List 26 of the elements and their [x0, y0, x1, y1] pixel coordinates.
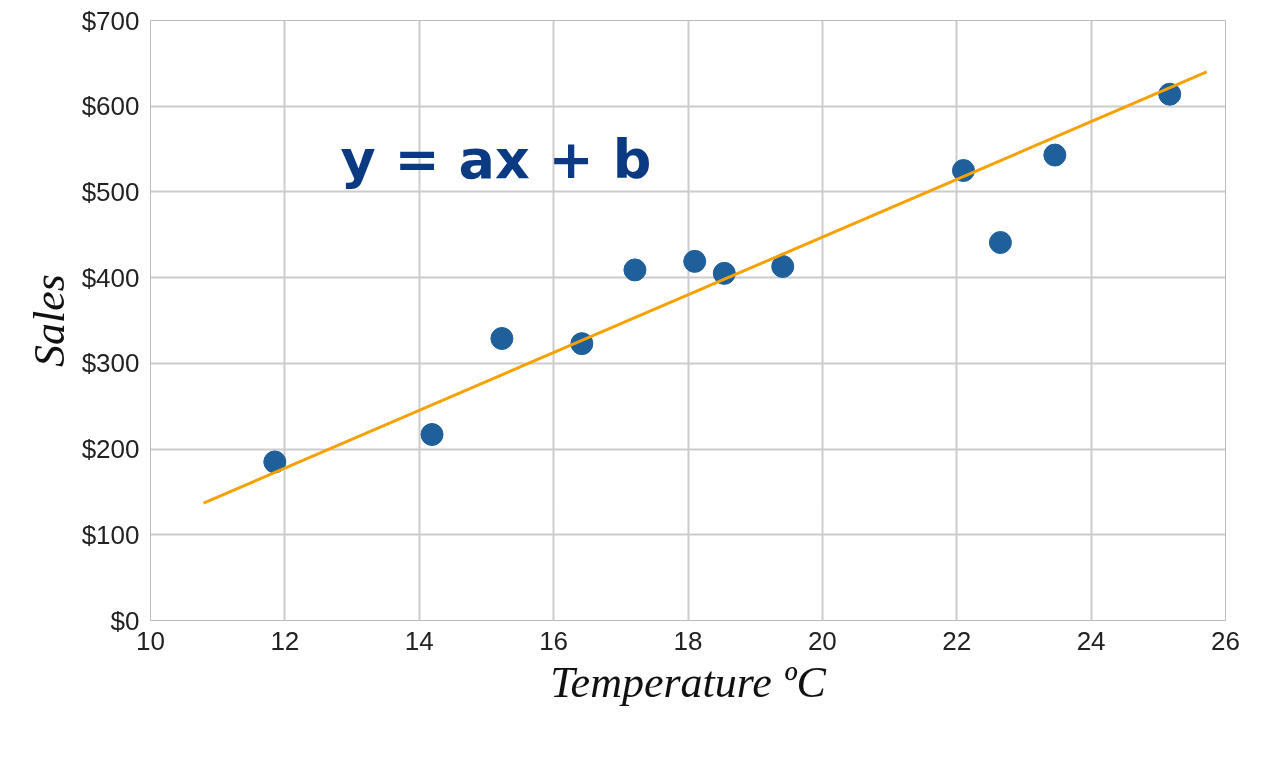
point [1043, 143, 1067, 167]
y-tick-label: $700 [81, 5, 140, 36]
y-axis-title: Sales [24, 274, 74, 367]
x-tick-label: 24 [1076, 625, 1106, 656]
x-axis-title: Temperature ºC [550, 657, 827, 707]
y-tick-label: $600 [81, 91, 140, 122]
annotation: y = ax + b [340, 127, 652, 191]
x-tick-label: 16 [539, 625, 569, 656]
y-tick-label: $300 [81, 348, 140, 379]
y-tick-label: $500 [81, 176, 140, 207]
point [420, 423, 444, 446]
point [988, 231, 1012, 254]
x-tick-label: 12 [270, 625, 300, 656]
x-tick-label: 14 [404, 625, 434, 656]
point [771, 255, 795, 278]
x-tick-label: 26 [1211, 625, 1240, 656]
point [263, 450, 287, 474]
x-tick-label: 22 [942, 625, 972, 656]
point [490, 327, 514, 350]
point [683, 249, 707, 273]
x-tick-label: 20 [807, 625, 837, 656]
y-tick-label: $200 [81, 434, 140, 465]
y-tick-label: $100 [81, 519, 140, 550]
point [623, 258, 647, 282]
x-tick-label: 18 [673, 625, 703, 656]
y-tick-label: $400 [81, 262, 140, 293]
